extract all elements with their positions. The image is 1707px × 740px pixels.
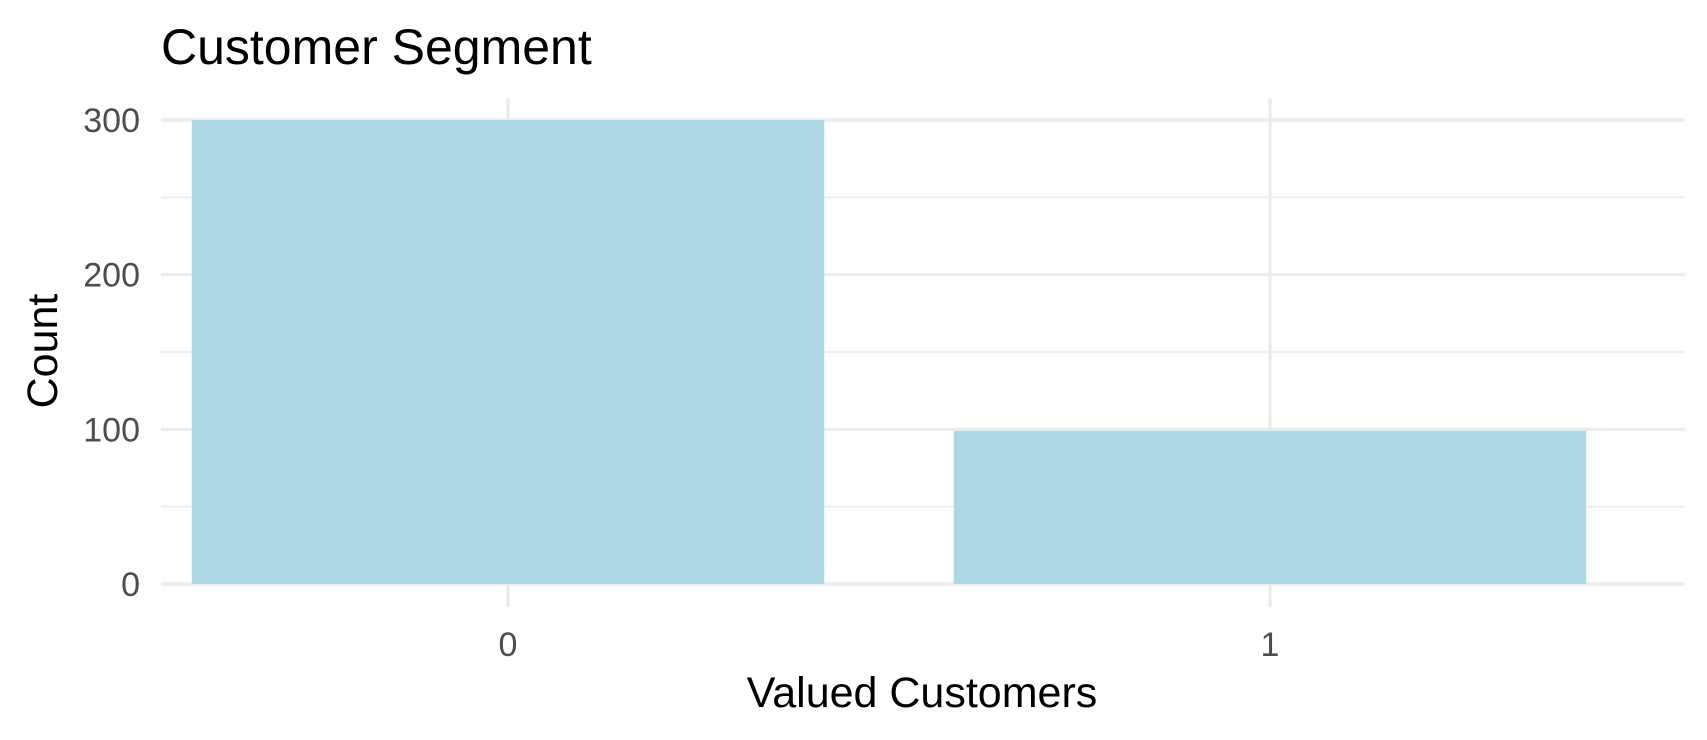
y-tick-label: 100 xyxy=(83,411,140,449)
y-axis-title: Count xyxy=(19,294,67,409)
x-tick-label: 1 xyxy=(1261,626,1280,664)
x-axis-title: Valued Customers xyxy=(747,669,1098,717)
x-tick-label: 0 xyxy=(499,626,518,664)
chart-title: Customer Segment xyxy=(161,19,592,75)
bars xyxy=(191,120,1587,584)
bar-0 xyxy=(191,120,825,584)
y-axis-ticks: 0 100 200 300 xyxy=(83,102,140,604)
y-tick-label: 200 xyxy=(83,257,140,295)
bar-1 xyxy=(953,430,1587,584)
y-tick-label: 0 xyxy=(121,566,140,604)
y-tick-label: 300 xyxy=(83,102,140,140)
